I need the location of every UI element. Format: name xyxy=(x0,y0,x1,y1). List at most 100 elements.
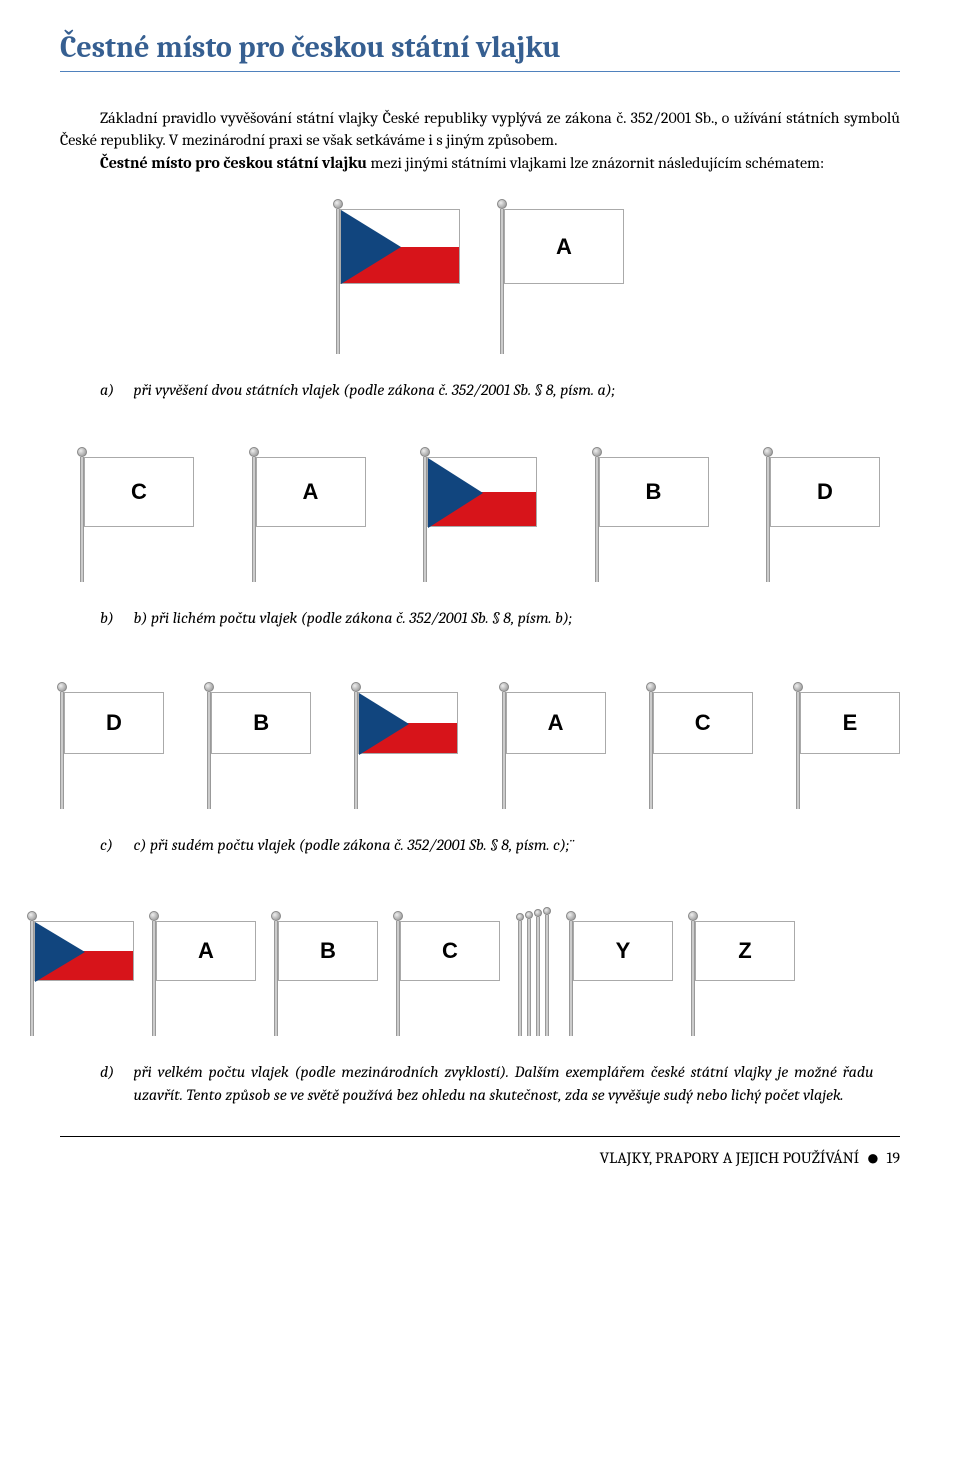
footer-text: VLAJKY, PRAPORY A JEJICH POUŽÍVÁNÍ xyxy=(600,1149,860,1167)
flag-label-e: E xyxy=(800,692,900,754)
pole-below xyxy=(649,754,653,809)
intro-bold: Čestné místo pro českou státní vlajku xyxy=(100,154,367,172)
flagpole-a: A xyxy=(500,199,624,354)
pole-finial xyxy=(77,447,87,457)
pole-finial xyxy=(57,682,67,692)
pole-below xyxy=(569,981,573,1036)
flagpole-a: A xyxy=(152,911,256,1036)
flagpole-b: B xyxy=(274,911,378,1036)
diagram-d: ABC YZ xyxy=(30,876,900,1036)
caption-a-text: při vyvěšení dvou státních vlajek (podle… xyxy=(134,381,615,399)
intro-p2: Čestné místo pro českou státní vlajku me… xyxy=(60,152,900,174)
pole-finial xyxy=(688,911,698,921)
caption-a: a) při vyvěšení dvou státních vlajek (po… xyxy=(100,379,900,401)
intro-text: Základní pravidlo vyvěšování státní vlaj… xyxy=(60,107,900,174)
pole-below xyxy=(396,981,400,1036)
flagpole-czech xyxy=(336,199,460,354)
flagpole-b: B xyxy=(595,447,709,582)
diagram-b: CA BD xyxy=(60,422,900,582)
flag-label-b: B xyxy=(278,921,378,981)
flag-label-d: D xyxy=(770,457,880,527)
flagpole-czech xyxy=(423,447,537,582)
flagpole-c: C xyxy=(396,911,500,1036)
pole-below xyxy=(274,981,278,1036)
pole-below xyxy=(152,981,156,1036)
pole-below xyxy=(423,527,427,582)
caption-b-text: b) při lichém počtu vlajek (podle zákona… xyxy=(134,609,573,627)
czech-flag xyxy=(427,457,537,527)
pole-below xyxy=(502,754,506,809)
page-footer: VLAJKY, PRAPORY A JEJICH POUŽÍVÁNÍ ● 19 xyxy=(60,1136,900,1171)
caption-c: c) c) při sudém počtu vlajek (podle záko… xyxy=(100,834,900,856)
pole-finial xyxy=(420,447,430,457)
caption-c-text: c) při sudém počtu vlajek (podle zákona … xyxy=(134,836,574,854)
flag-label-a: A xyxy=(156,921,256,981)
diagram-c: DB ACE xyxy=(60,649,900,809)
footer-dot: ● xyxy=(866,1145,879,1171)
pole-finial xyxy=(646,682,656,692)
diagram-a: A xyxy=(60,194,900,354)
flag-label-c: C xyxy=(400,921,500,981)
pole-below xyxy=(354,754,358,809)
pole-finial xyxy=(333,199,343,209)
flagpole-e: E xyxy=(796,682,900,809)
flagpole-czech xyxy=(354,682,458,809)
pole-finial xyxy=(763,447,773,457)
pole-below xyxy=(252,527,256,582)
flag-label-d: D xyxy=(64,692,164,754)
czech-flag xyxy=(34,921,134,981)
flagpole-czech xyxy=(30,911,134,1036)
page-title: Čestné místo pro českou státní vlajku xyxy=(60,30,900,72)
flagpole-b: B xyxy=(207,682,311,809)
flagpole-y: Y xyxy=(569,911,673,1036)
pole-finial xyxy=(351,682,361,692)
caption-d: d) při velkém počtu vlajek (podle meziná… xyxy=(100,1061,900,1106)
pole-finial xyxy=(204,682,214,692)
pole-below xyxy=(766,527,770,582)
pole-below xyxy=(595,527,599,582)
intro-p2-rest: mezi jinými státními vlajkami lze znázor… xyxy=(367,154,824,172)
intro-p1: Základní pravidlo vyvěšování státní vlaj… xyxy=(60,107,900,152)
flag-label-c: C xyxy=(653,692,753,754)
flagpole-c: C xyxy=(649,682,753,809)
pole-finial xyxy=(793,682,803,692)
flag-label-b: B xyxy=(599,457,709,527)
flag-label-z: Z xyxy=(695,921,795,981)
pole-below xyxy=(30,981,34,1036)
flagpole-d: D xyxy=(766,447,880,582)
flag-label-c: C xyxy=(84,457,194,527)
flagpole-c: C xyxy=(80,447,194,582)
czech-flag xyxy=(340,209,460,284)
pole-finial xyxy=(497,199,507,209)
flag-label-a: A xyxy=(506,692,606,754)
caption-b: b) b) při lichém počtu vlajek (podle zák… xyxy=(100,607,900,629)
caption-c-marker: c) xyxy=(100,834,130,856)
pole-finial xyxy=(149,911,159,921)
flag-label-y: Y xyxy=(573,921,673,981)
flag-label-b: B xyxy=(211,692,311,754)
caption-a-marker: a) xyxy=(100,379,130,401)
footer-page: 19 xyxy=(887,1149,900,1167)
pole-finial xyxy=(592,447,602,457)
caption-d-marker: d) xyxy=(100,1061,130,1083)
flagpole-z: Z xyxy=(691,911,795,1036)
pole-finial xyxy=(499,682,509,692)
pole-below xyxy=(500,284,504,354)
flag-label-a: A xyxy=(504,209,624,284)
caption-b-marker: b) xyxy=(100,607,130,629)
pole-below xyxy=(796,754,800,809)
flagpole-a: A xyxy=(252,447,366,582)
flagpole-d: D xyxy=(60,682,164,809)
pole-finial xyxy=(249,447,259,457)
pole-below xyxy=(207,754,211,809)
pole-finial xyxy=(27,911,37,921)
ellipsis-poles xyxy=(518,907,551,1036)
czech-flag xyxy=(358,692,458,754)
flagpole-a: A xyxy=(502,682,606,809)
pole-below xyxy=(60,754,64,809)
pole-finial xyxy=(393,911,403,921)
pole-below xyxy=(691,981,695,1036)
caption-d-text: při velkém počtu vlajek (podle mezinárod… xyxy=(134,1061,874,1106)
pole-finial xyxy=(566,911,576,921)
pole-below xyxy=(80,527,84,582)
